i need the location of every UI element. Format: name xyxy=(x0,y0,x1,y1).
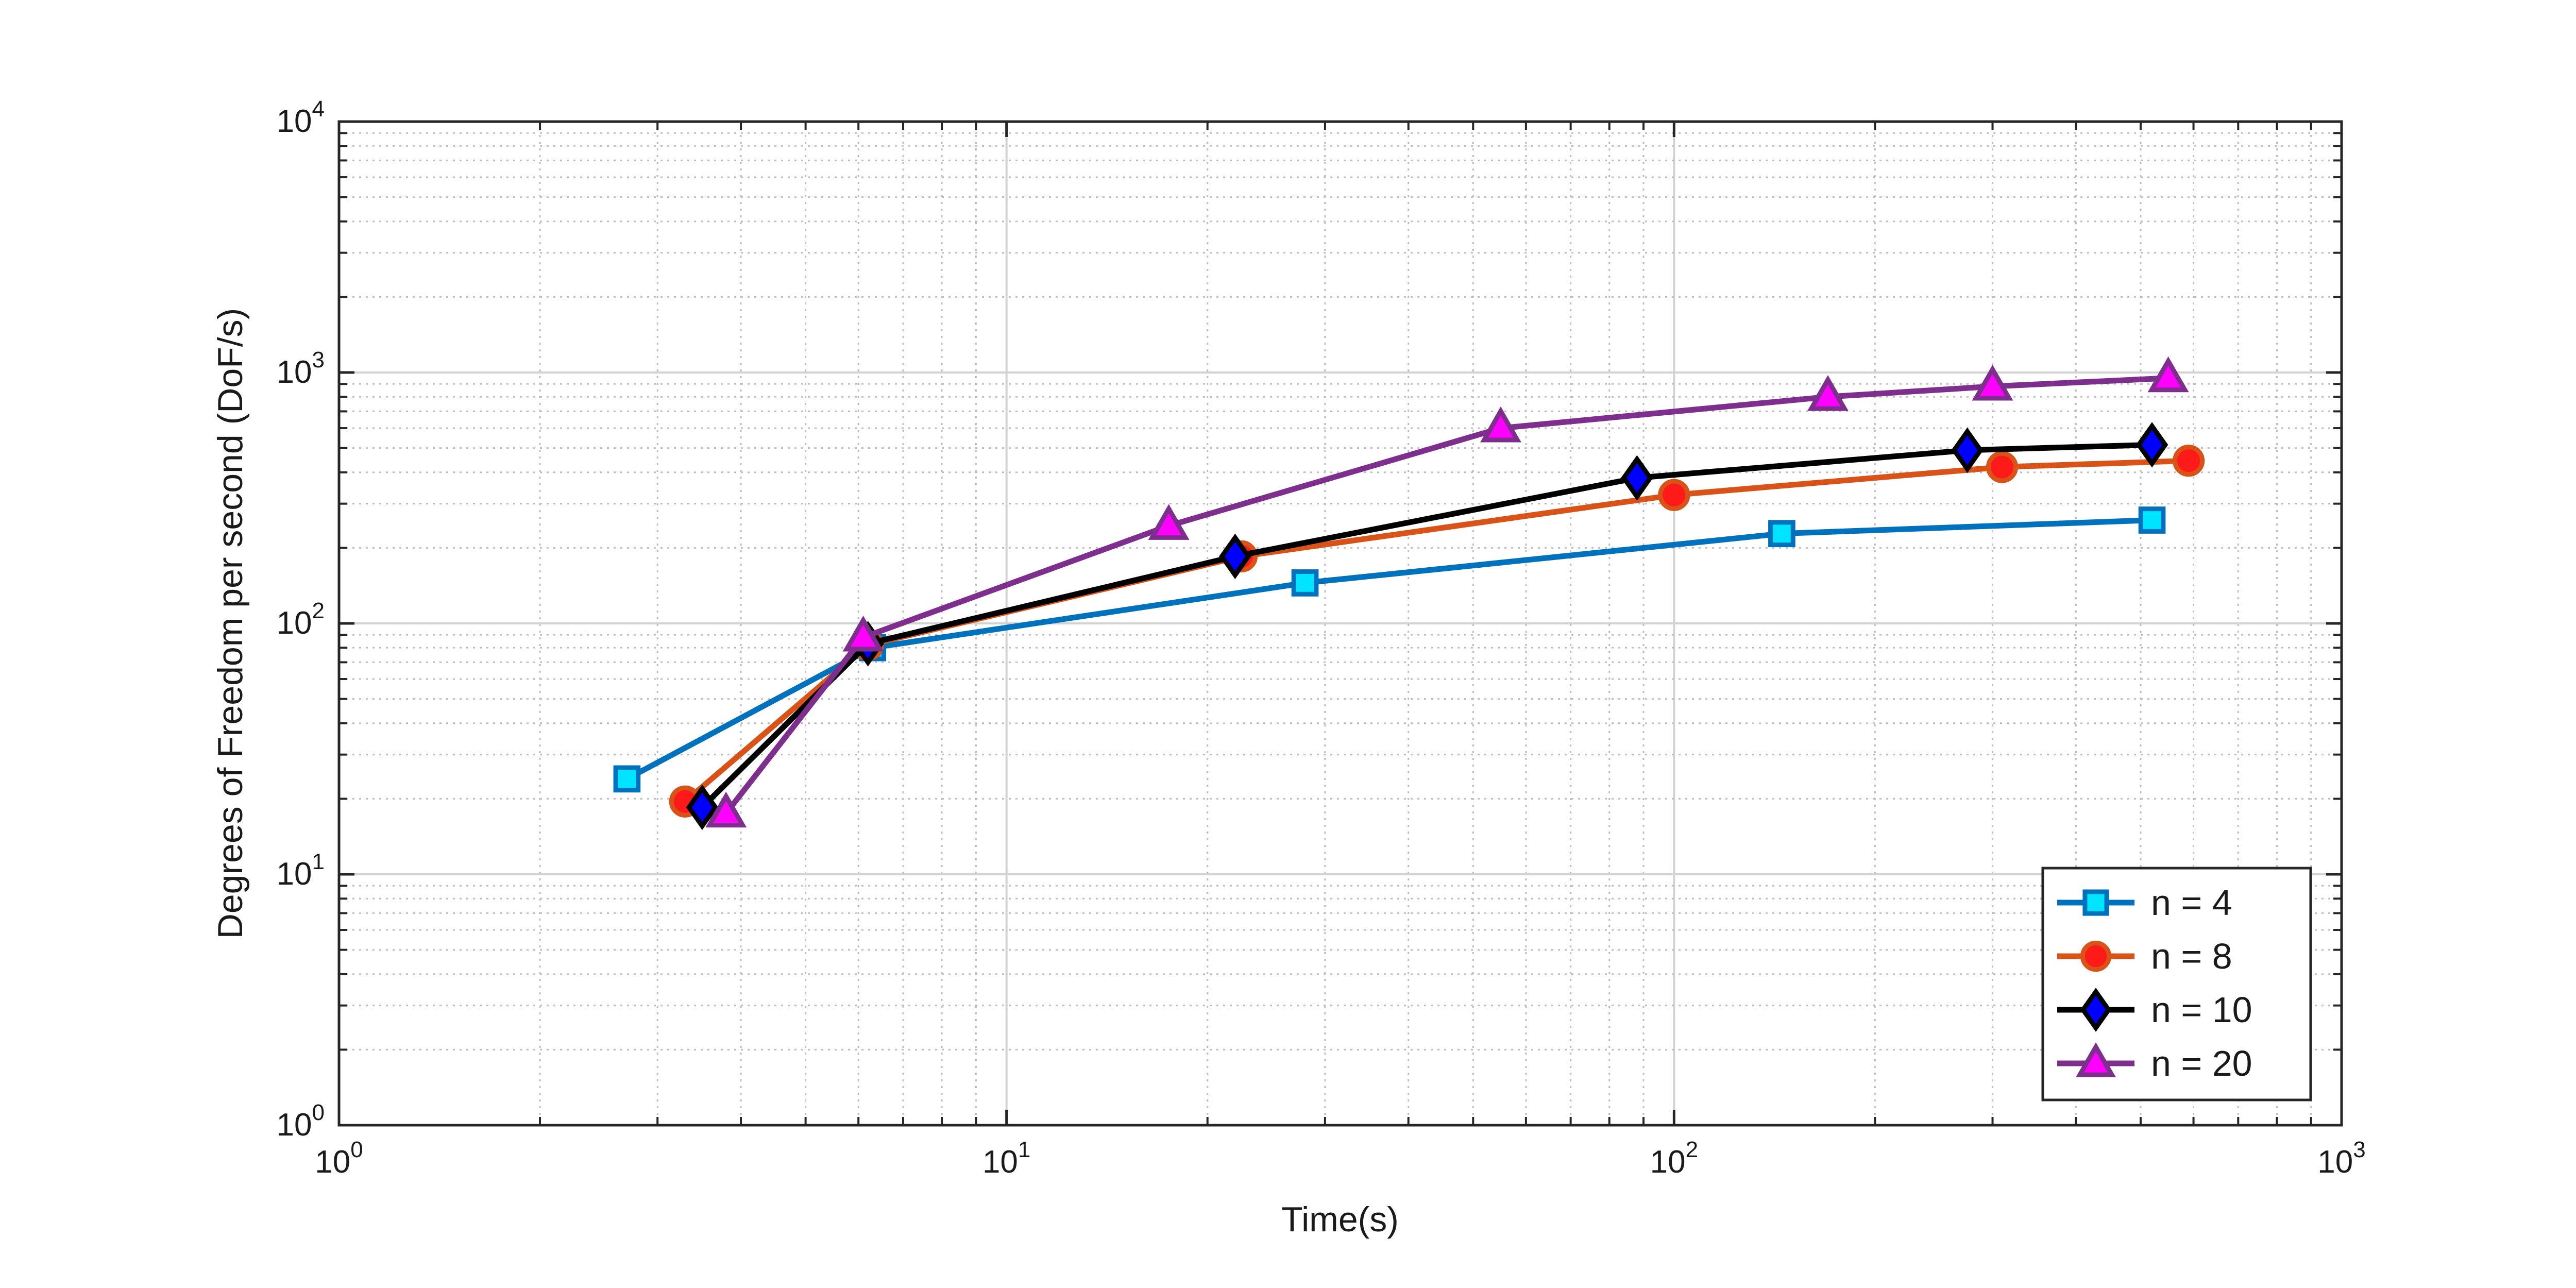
y-tick-label: 103 xyxy=(277,347,325,390)
legend-item: n = 8 xyxy=(2057,936,2232,976)
data-point xyxy=(1807,375,1849,411)
series-1 xyxy=(613,506,2166,793)
x-tick-label: 103 xyxy=(2317,1137,2365,1180)
data-point xyxy=(1972,364,2013,401)
legend-label: n = 20 xyxy=(2151,1043,2252,1083)
data-point xyxy=(2147,356,2189,393)
data-point xyxy=(1148,504,1190,540)
x-tick-label: 102 xyxy=(1650,1137,1698,1180)
data-point xyxy=(1986,451,2019,483)
plot-frame xyxy=(337,120,2343,1127)
data-point xyxy=(2138,506,2166,534)
legend-item: n = 20 xyxy=(2057,1042,2252,1083)
legend-marker xyxy=(2082,889,2109,916)
y-tick-label: 104 xyxy=(277,96,325,139)
x-tick-label: 101 xyxy=(982,1137,1030,1180)
legend-marker xyxy=(2080,940,2112,972)
x-axis-label: Time(s) xyxy=(1281,1200,1399,1239)
legend-label: n = 4 xyxy=(2151,883,2232,923)
legend-label: n = 8 xyxy=(2151,936,2232,976)
tick-labels: 100 101 102 103 100 101 102 103 104 xyxy=(277,96,2366,1180)
data-point xyxy=(1219,533,1251,580)
data-point xyxy=(1621,455,1653,501)
data-point xyxy=(705,791,747,828)
data-point xyxy=(1291,569,1319,597)
series-4 xyxy=(705,356,2189,828)
legend-marker xyxy=(2076,1042,2116,1077)
data-point xyxy=(1480,406,1521,443)
data-point xyxy=(686,784,719,831)
data-point xyxy=(1951,427,1984,473)
y-tick-label: 102 xyxy=(277,598,325,641)
data-point xyxy=(2136,422,2168,468)
data-point xyxy=(1658,479,1690,511)
data-point xyxy=(842,615,884,652)
legend-label: n = 10 xyxy=(2151,990,2252,1030)
data-point xyxy=(2173,445,2205,477)
legend-items: n = 4 n = 8 n = 10 n = 20 xyxy=(2057,883,2252,1083)
series-layer xyxy=(613,356,2205,831)
legend: n = 4 n = 8 n = 10 n = 20 xyxy=(2041,867,2312,1101)
data-point xyxy=(613,765,641,793)
legend-item: n = 10 xyxy=(2057,988,2252,1032)
x-tick-label: 100 xyxy=(315,1137,363,1180)
y-tick-label: 101 xyxy=(277,849,325,892)
legend-marker xyxy=(2080,988,2112,1032)
y-axis-label: Degrees of Freedom per second (DoF/s) xyxy=(211,308,250,939)
legend-item: n = 4 xyxy=(2057,883,2232,923)
y-tick-label: 100 xyxy=(277,1100,325,1143)
data-point xyxy=(1768,520,1795,548)
